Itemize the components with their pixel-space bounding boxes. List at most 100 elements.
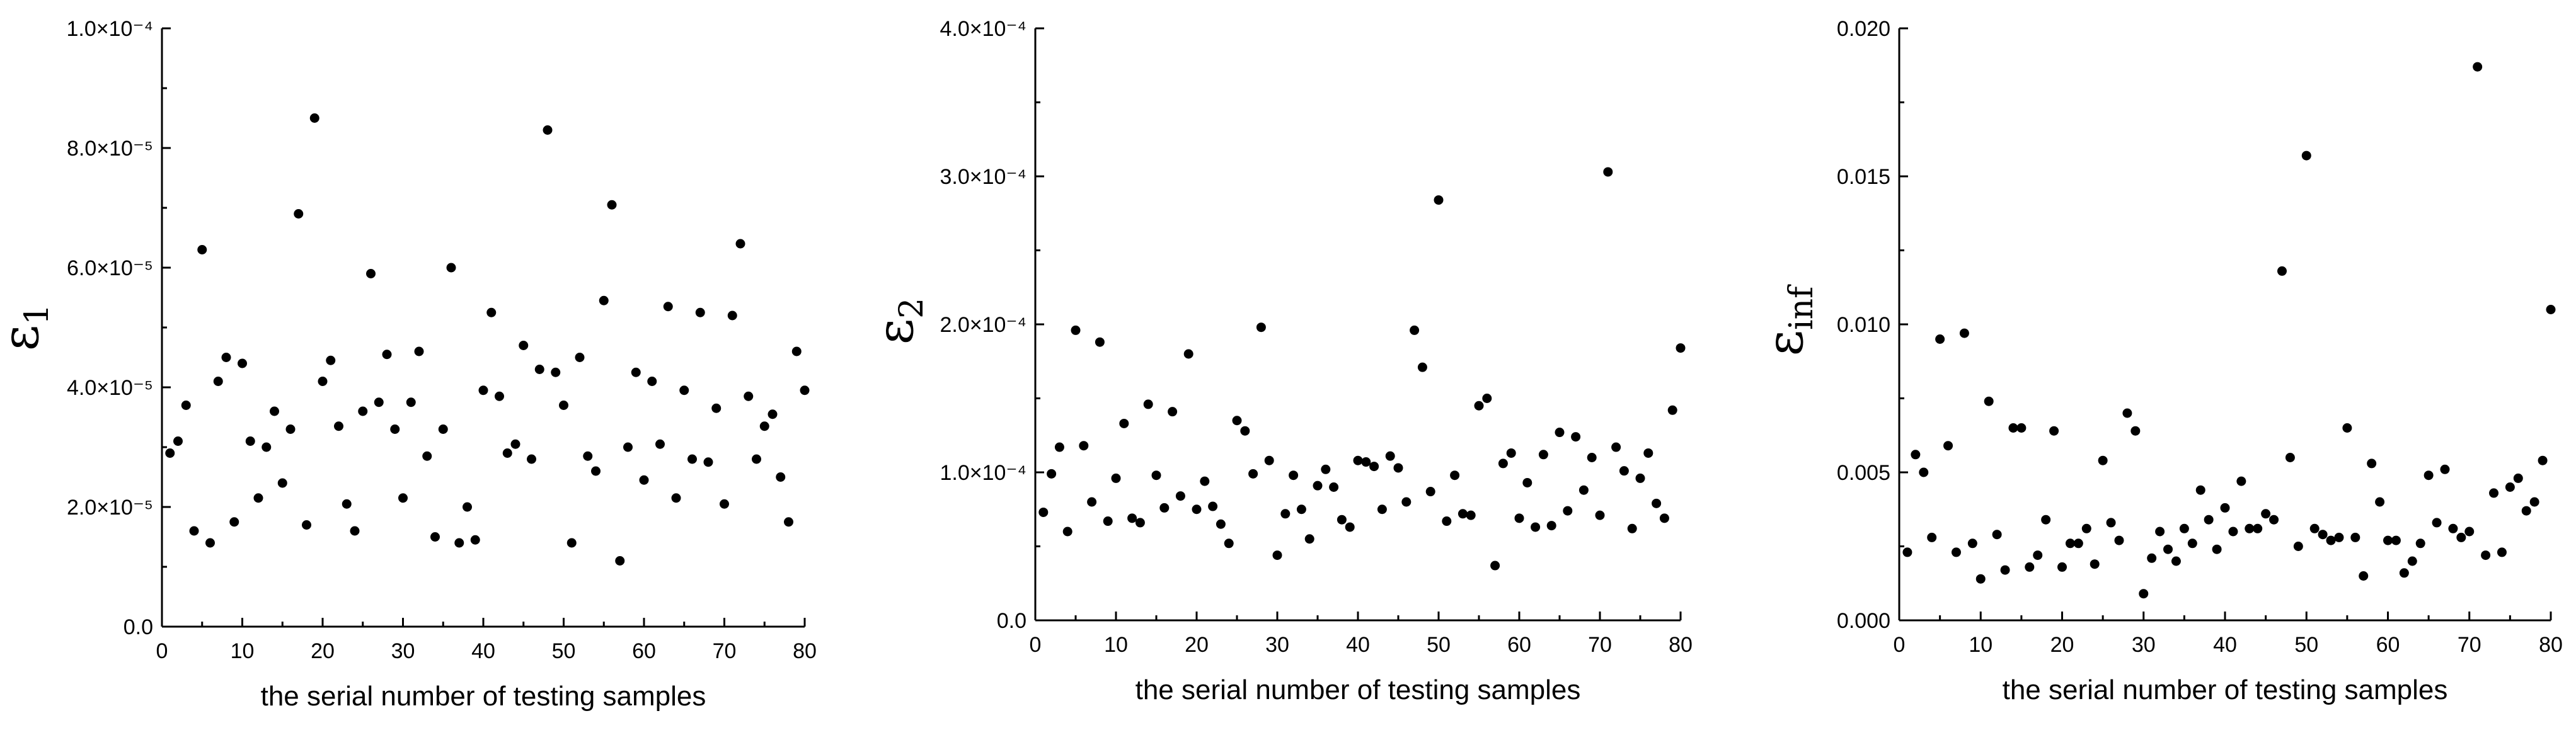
data-point	[2489, 488, 2499, 498]
data-point	[1571, 432, 1581, 442]
data-point	[2261, 509, 2271, 519]
data-point	[2081, 523, 2091, 533]
data-point	[759, 421, 769, 431]
data-point	[398, 493, 408, 503]
x-tick-label: 40	[2213, 633, 2237, 657]
data-point	[326, 355, 336, 365]
chart-panel-2: 0 10 20 30 40 50 60 70 80 0.0 1.0×10⁻⁴ 2.0×10⁻⁴ 3.0×…	[866, 17, 1693, 705]
x-tick-label: 60	[632, 639, 656, 663]
data-point	[1514, 513, 1524, 523]
x-tick-label: 10	[1104, 633, 1128, 657]
data-point	[2253, 523, 2263, 533]
x-tick-label: 80	[793, 639, 817, 663]
data-point	[1361, 457, 1371, 467]
data-point	[1232, 416, 1242, 426]
data-point	[2529, 497, 2539, 507]
data-point	[1935, 334, 1945, 344]
data-point	[2269, 515, 2279, 525]
data-point	[1425, 487, 1435, 497]
data-point	[1522, 477, 1532, 487]
data-point	[776, 472, 786, 482]
data-point	[2367, 458, 2377, 469]
data-point	[2228, 527, 2238, 537]
data-point	[1175, 491, 1185, 501]
data-point	[1410, 325, 1420, 335]
data-point	[1192, 504, 1202, 515]
data-point	[1329, 482, 1339, 492]
data-point	[1458, 509, 1468, 519]
data-point	[205, 538, 215, 548]
x-tick-label: 30	[1265, 633, 1289, 657]
data-point	[647, 377, 657, 386]
y-tick-label: 1.0×10⁻⁴	[940, 461, 1027, 485]
data-point	[1127, 513, 1137, 523]
data-point	[663, 302, 673, 312]
data-point	[1071, 325, 1081, 335]
data-point	[2147, 553, 2157, 563]
data-point	[2497, 547, 2507, 557]
data-point	[551, 367, 561, 377]
data-point	[1659, 513, 1669, 523]
x-tick-label: 20	[2050, 633, 2074, 657]
x-tick-label: 70	[713, 639, 737, 663]
data-point	[2448, 523, 2458, 533]
data-point	[2179, 523, 2189, 533]
data-point	[687, 454, 697, 464]
data-point	[1062, 527, 1072, 537]
data-point	[1627, 523, 1637, 533]
data-point	[2122, 408, 2132, 418]
data-point	[502, 448, 512, 458]
data-point	[1321, 464, 1331, 474]
data-point	[262, 442, 272, 452]
data-point	[2464, 527, 2475, 537]
x-tick-label: 30	[2132, 633, 2156, 657]
x-tick-label: 50	[2294, 633, 2318, 657]
data-point	[1474, 401, 1484, 411]
data-point	[711, 403, 722, 413]
data-point	[2033, 550, 2043, 561]
data-point	[1248, 469, 1258, 479]
y-tick-label: 0.020	[1837, 17, 1890, 41]
data-point	[1667, 405, 1677, 415]
x-tick-label: 10	[1969, 633, 1992, 657]
x-tick-label: 70	[2458, 633, 2481, 657]
data-point	[566, 538, 577, 548]
data-point	[2424, 470, 2434, 481]
data-point	[454, 538, 464, 548]
x-tick-label: 20	[1185, 633, 1209, 657]
data-point	[2391, 535, 2401, 545]
data-point	[1216, 519, 1226, 529]
data-point	[2008, 423, 2018, 433]
data-point	[422, 451, 432, 461]
data-point	[2041, 515, 2051, 525]
data-point	[1393, 463, 1403, 473]
data-point	[2415, 538, 2425, 549]
data-point	[2000, 565, 2010, 575]
data-point	[2538, 455, 2548, 465]
data-point	[1546, 521, 1556, 531]
data-point	[1563, 506, 1573, 516]
y-tick-label: 0.015	[1837, 165, 1890, 189]
data-point	[294, 209, 304, 219]
data-point	[1264, 455, 1274, 465]
x-axis-label: the serial number of testing samples	[2003, 675, 2448, 705]
data-point	[1304, 534, 1314, 544]
data-point	[1434, 195, 1444, 205]
data-point	[2546, 305, 2556, 314]
data-point	[1385, 451, 1395, 461]
data-point	[671, 493, 681, 503]
data-point	[1975, 574, 1986, 584]
data-point	[1482, 394, 1492, 403]
x-tick-label: 20	[311, 639, 335, 663]
data-point	[2139, 589, 2149, 599]
data-point	[2513, 473, 2523, 483]
data-point	[1256, 322, 1266, 333]
data-point	[446, 263, 456, 273]
data-point	[2049, 426, 2059, 436]
data-point	[534, 365, 544, 374]
data-point	[1652, 498, 1662, 508]
data-point	[1337, 515, 1347, 525]
y-tick-label: 0.0	[997, 609, 1026, 633]
x-tick-label: 80	[2539, 633, 2563, 657]
